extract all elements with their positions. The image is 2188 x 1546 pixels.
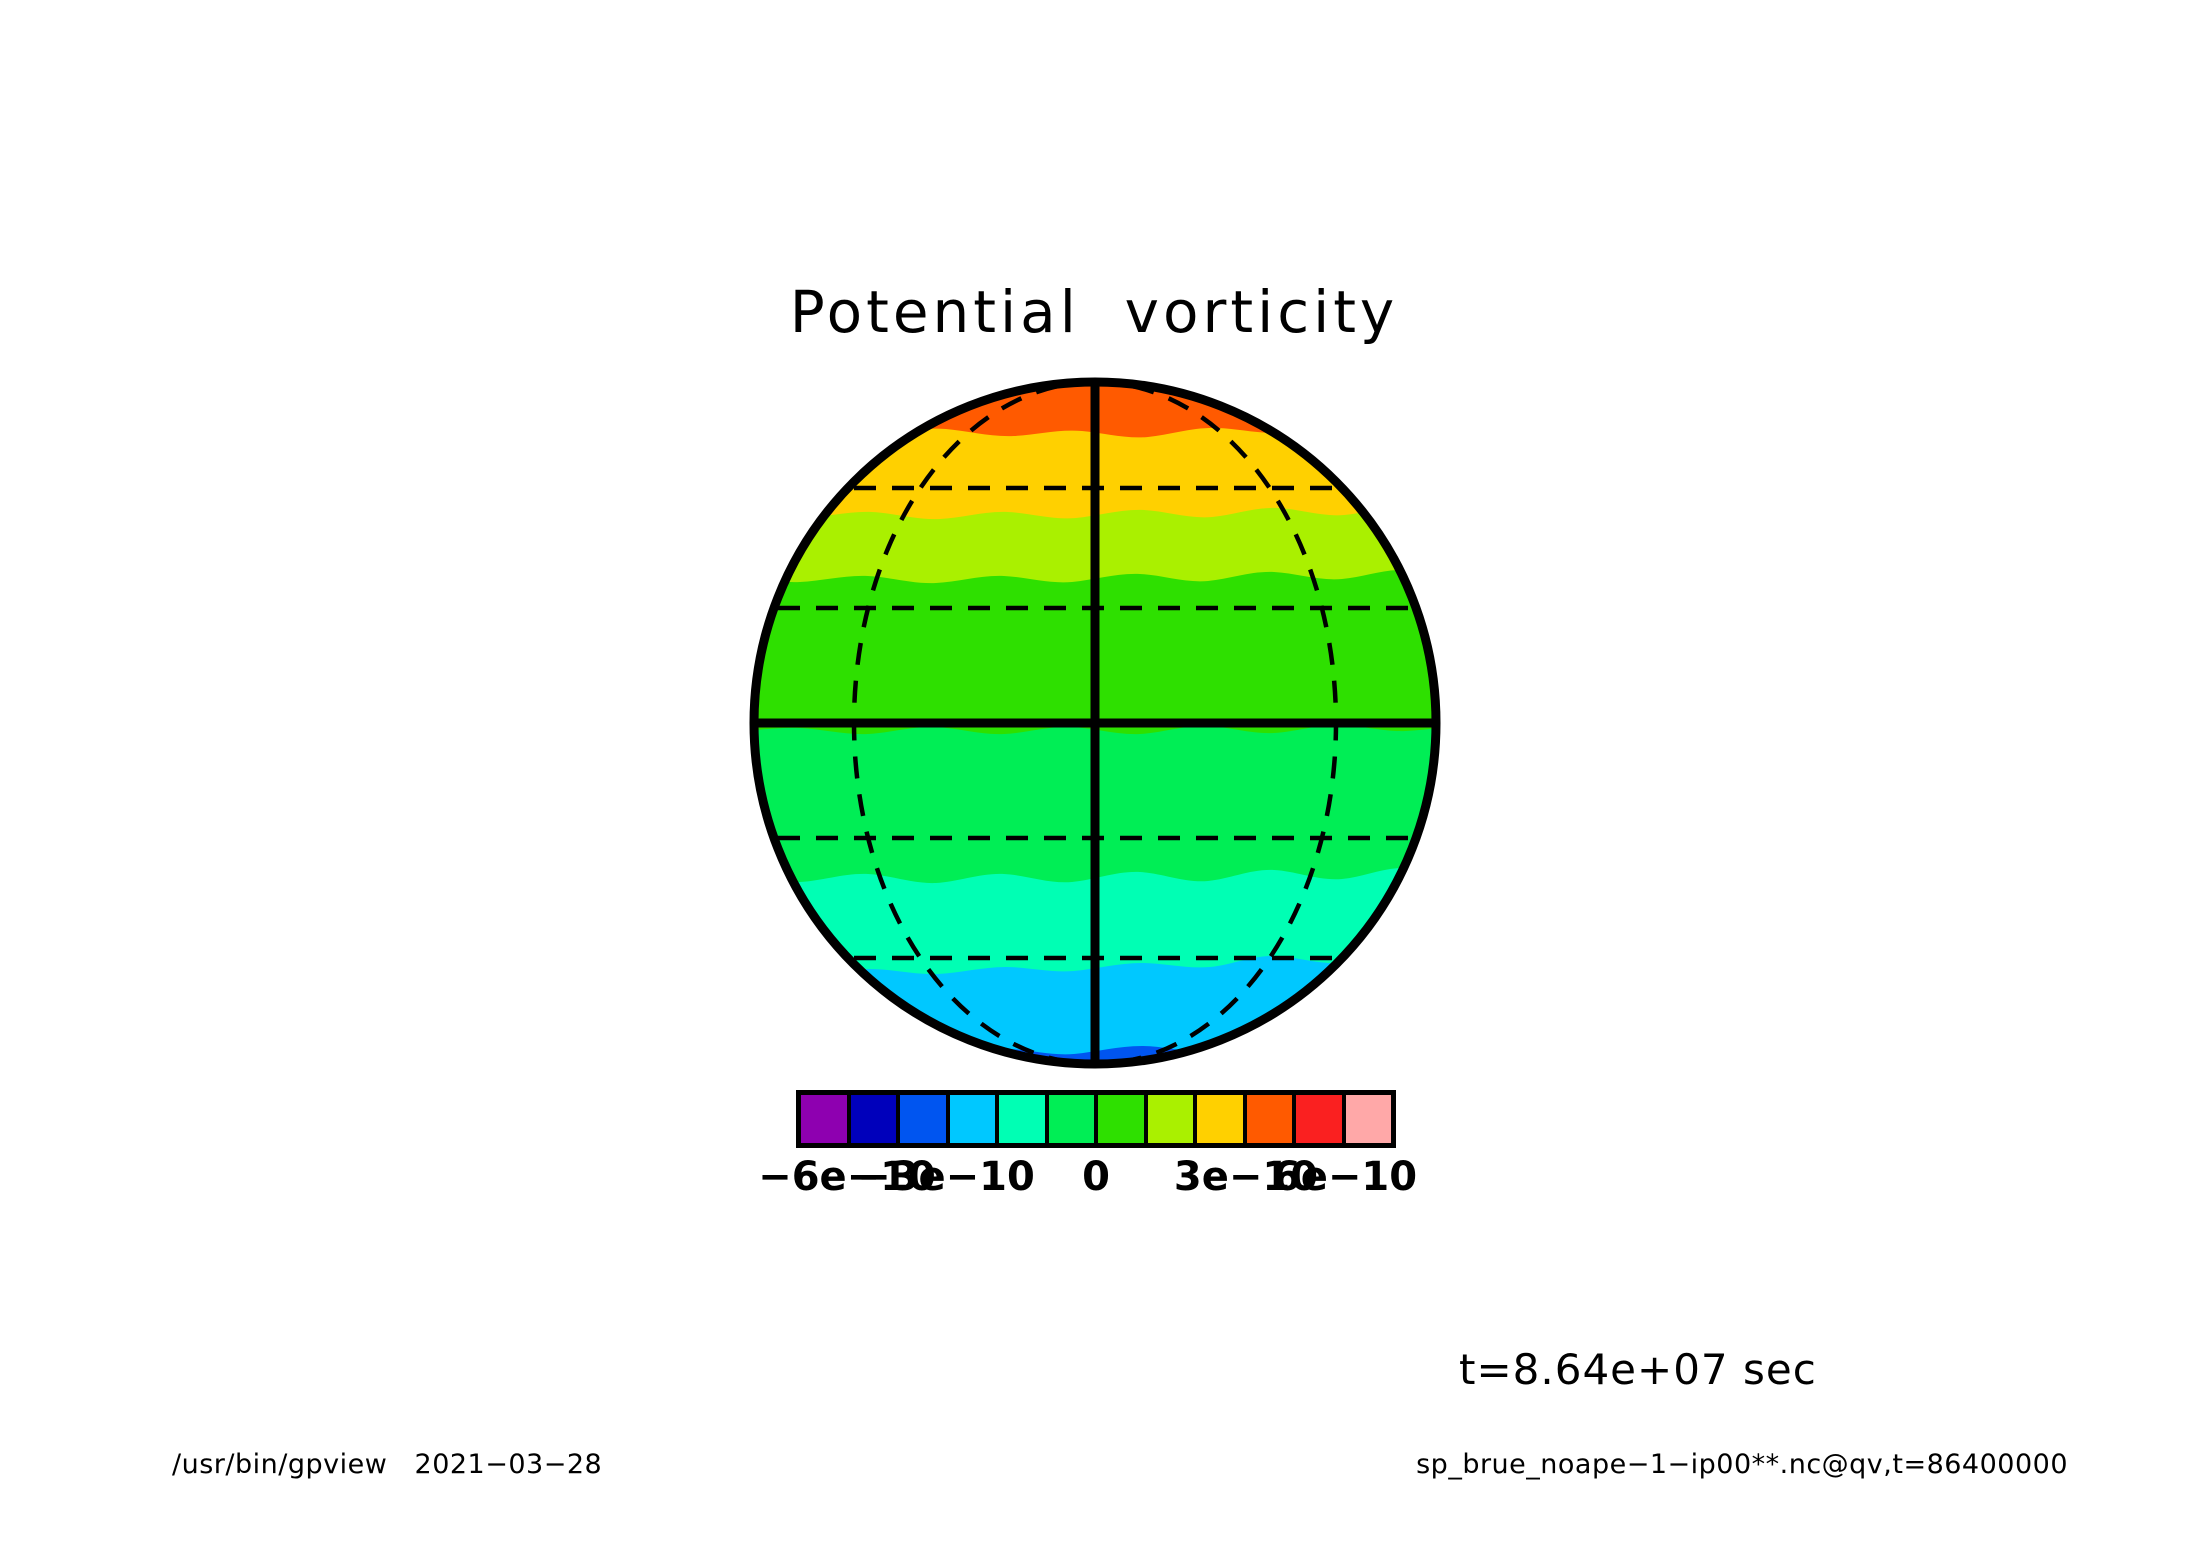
footer-source-file: sp_brue_noape−1−ip00**.nc@qv,t=86400000 <box>1416 1449 2068 1480</box>
colorbar-tick-labels: −6e−10 −3e−10 0 3e−10 6e−10 <box>758 1154 1420 1204</box>
colorbar-swatch-pink <box>1345 1095 1391 1143</box>
footer-command-and-date: /usr/bin/gpview 2021−03−28 <box>172 1449 603 1480</box>
globe-svg <box>749 377 1441 1069</box>
colorbar-swatch-orange <box>1246 1095 1296 1143</box>
time-annotation: t=8.64e+07 sec <box>1459 1345 1817 1394</box>
colorbar-tick-label: −6e−10 <box>758 1154 936 1200</box>
colorbar-swatch-spring-green <box>999 1095 1049 1143</box>
colorbar-swatch-bright-green <box>1098 1095 1148 1143</box>
colorbar-swatch-purple <box>801 1095 851 1143</box>
colorbar-tick-label: 3e−10 <box>1173 1154 1319 1200</box>
colorbar-swatch-blue <box>900 1095 950 1143</box>
colorbar: −6e−10 −3e−10 0 3e−10 6e−10 <box>758 1082 1420 1212</box>
colorbar-tick-label: 6e−10 <box>1272 1154 1418 1200</box>
colorbar-swatch-green <box>1048 1095 1098 1143</box>
colorbar-swatch-navy-blue <box>850 1095 900 1143</box>
colorbar-tick-label: 0 <box>1082 1154 1110 1200</box>
globe-plot <box>740 365 1452 1083</box>
colorbar-tick-label: −3e−10 <box>857 1154 1035 1200</box>
page-title: Potential vorticity <box>789 278 1399 346</box>
colorbar-swatch-cyan <box>949 1095 999 1143</box>
colorbar-swatch-yellow <box>1197 1095 1247 1143</box>
colorbar-swatches <box>796 1090 1396 1148</box>
globe-limb <box>749 377 1441 1069</box>
colorbar-swatch-red <box>1296 1095 1346 1143</box>
colorbar-swatch-yellow-green <box>1147 1095 1197 1143</box>
